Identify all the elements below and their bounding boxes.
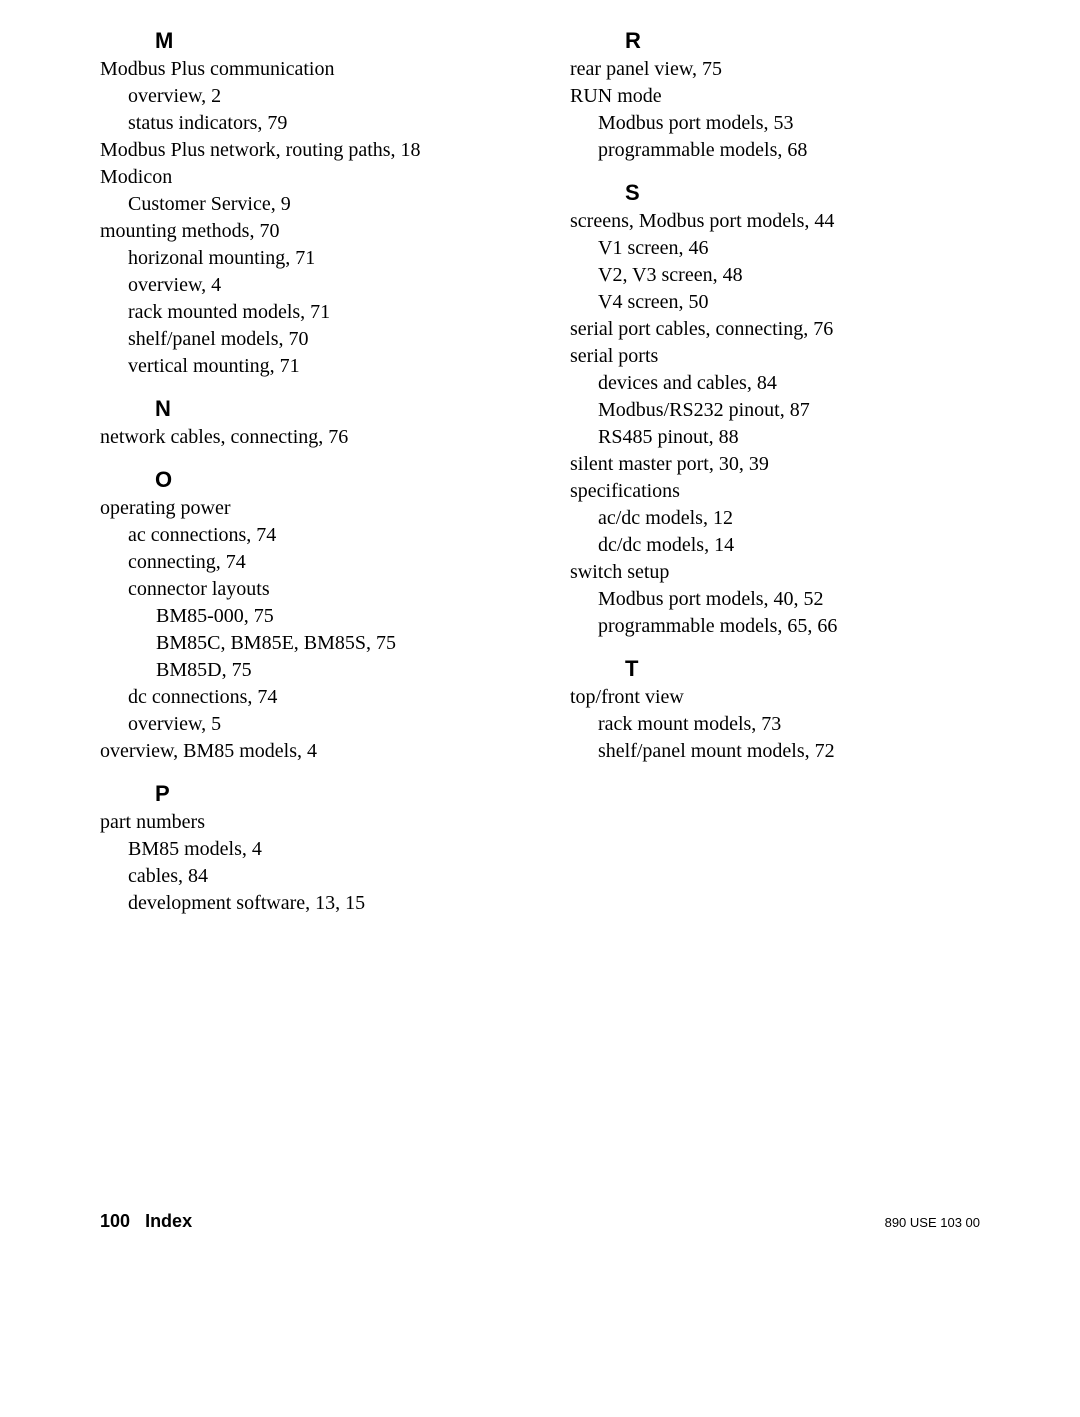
index-subentry: ac connections, 74 (100, 522, 510, 549)
index-entry: Modicon (100, 164, 510, 191)
index-subentry: cables, 84 (100, 863, 510, 890)
index-subentry: Modbus port models, 40, 52 (570, 586, 980, 613)
index-subentry: V1 screen, 46 (570, 235, 980, 262)
index-subentry: Modbus/RS232 pinout, 87 (570, 397, 980, 424)
index-subentry: connector layouts (100, 576, 510, 603)
index-subentry: rack mounted models, 71 (100, 299, 510, 326)
index-subentry: V2, V3 screen, 48 (570, 262, 980, 289)
page-footer: 100 Index 890 USE 103 00 (100, 1211, 980, 1232)
index-subentry: development software, 13, 15 (100, 890, 510, 917)
index-entry: overview, BM85 models, 4 (100, 738, 510, 765)
index-subentry: devices and cables, 84 (570, 370, 980, 397)
index-subsubentry: BM85-000, 75 (100, 603, 510, 630)
index-subentry: Customer Service, 9 (100, 191, 510, 218)
index-subentry: programmable models, 65, 66 (570, 613, 980, 640)
page-number: 100 (100, 1211, 130, 1231)
index-entry: silent master port, 30, 39 (570, 451, 980, 478)
index-subentry: programmable models, 68 (570, 137, 980, 164)
index-subsubentry: BM85C, BM85E, BM85S, 75 (100, 630, 510, 657)
heading-n: N (155, 396, 510, 422)
index-subentry: shelf/panel models, 70 (100, 326, 510, 353)
index-entry: serial port cables, connecting, 76 (570, 316, 980, 343)
index-subentry: dc connections, 74 (100, 684, 510, 711)
index-subentry: overview, 4 (100, 272, 510, 299)
index-subentry: Modbus port models, 53 (570, 110, 980, 137)
index-entry: Modbus Plus communication (100, 56, 510, 83)
index-subsubentry: BM85D, 75 (100, 657, 510, 684)
index-subentry: BM85 models, 4 (100, 836, 510, 863)
index-subentry: connecting, 74 (100, 549, 510, 576)
index-entry: switch setup (570, 559, 980, 586)
index-entry: mounting methods, 70 (100, 218, 510, 245)
index-entry: network cables, connecting, 76 (100, 424, 510, 451)
heading-m: M (155, 28, 510, 54)
index-subentry: vertical mounting, 71 (100, 353, 510, 380)
heading-o: O (155, 467, 510, 493)
index-subentry: dc/dc models, 14 (570, 532, 980, 559)
index-entry: RUN mode (570, 83, 980, 110)
index-entry: serial ports (570, 343, 980, 370)
footer-left: 100 Index (100, 1211, 192, 1232)
index-entry: operating power (100, 495, 510, 522)
right-column: R rear panel view, 75 RUN mode Modbus po… (570, 28, 980, 917)
document-id: 890 USE 103 00 (885, 1215, 980, 1230)
index-entry: specifications (570, 478, 980, 505)
index-subentry: RS485 pinout, 88 (570, 424, 980, 451)
index-subentry: V4 screen, 50 (570, 289, 980, 316)
index-entry: Modbus Plus network, routing paths, 18 (100, 137, 510, 164)
index-subentry: shelf/panel mount models, 72 (570, 738, 980, 765)
index-subentry: ac/dc models, 12 (570, 505, 980, 532)
heading-p: P (155, 781, 510, 807)
index-entry: top/front view (570, 684, 980, 711)
footer-title: Index (145, 1211, 192, 1231)
index-subentry: overview, 5 (100, 711, 510, 738)
index-subentry: status indicators, 79 (100, 110, 510, 137)
left-column: M Modbus Plus communication overview, 2 … (100, 28, 510, 917)
heading-s: S (625, 180, 980, 206)
index-entry: part numbers (100, 809, 510, 836)
index-columns: M Modbus Plus communication overview, 2 … (100, 28, 980, 917)
index-entry: rear panel view, 75 (570, 56, 980, 83)
index-subentry: horizonal mounting, 71 (100, 245, 510, 272)
heading-t: T (625, 656, 980, 682)
index-subentry: rack mount models, 73 (570, 711, 980, 738)
index-entry: screens, Modbus port models, 44 (570, 208, 980, 235)
index-subentry: overview, 2 (100, 83, 510, 110)
heading-r: R (625, 28, 980, 54)
